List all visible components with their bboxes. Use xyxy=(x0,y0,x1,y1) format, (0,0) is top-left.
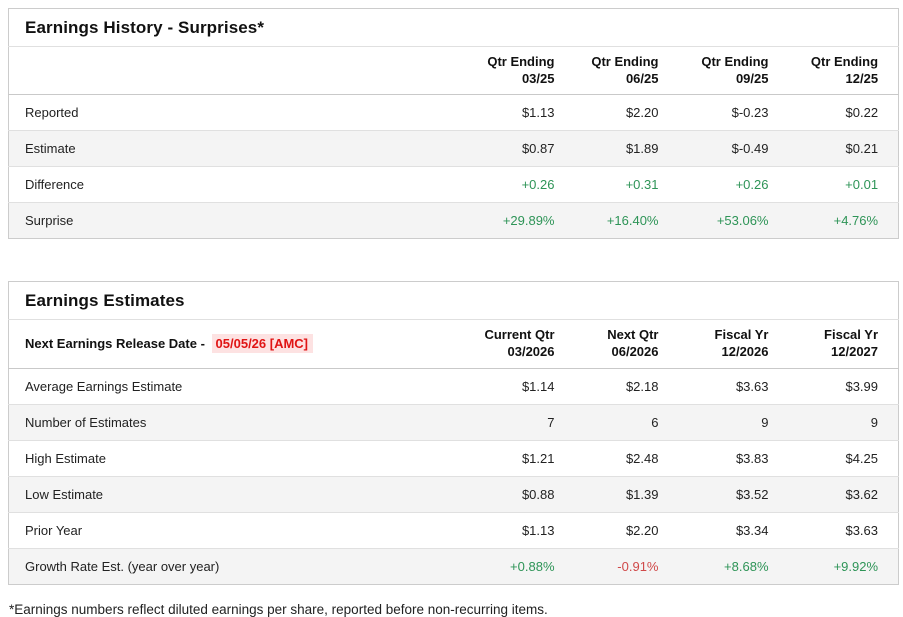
row-label: Surprise xyxy=(25,213,74,229)
cell-value: +16.40% xyxy=(606,213,659,229)
table-row-estimate: Estimate $0.87 $1.89 $-0.49 $0.21 xyxy=(8,130,899,168)
cell-value: -0.91% xyxy=(617,558,659,574)
cell-value: $3.99 xyxy=(768,368,899,405)
row-label: Average Earnings Estimate xyxy=(8,368,445,405)
cell-value: $1.13 xyxy=(444,94,555,132)
next-earnings-release-cell: Next Earnings Release Date - 05/05/26 [A… xyxy=(8,319,445,369)
column-header-line1: Qtr Ending xyxy=(701,54,769,69)
column-header-line2: 12/2026 xyxy=(721,344,769,360)
cell-value: +29.89% xyxy=(502,213,555,229)
cell-value: +4.76% xyxy=(833,213,879,229)
cell-value: $-0.23 xyxy=(658,94,769,132)
cell-value: +0.26 xyxy=(658,166,769,204)
footnote: *Earnings numbers reflect diluted earnin… xyxy=(9,601,548,617)
row-label: High Estimate xyxy=(8,440,445,477)
column-header-row: Qtr Ending 03/25 Qtr Ending 06/25 Qtr En… xyxy=(8,46,899,96)
cell-value: +0.31 xyxy=(554,166,659,204)
table-row-difference: Difference +0.26 +0.31 +0.26 +0.01 xyxy=(8,166,899,204)
column-header-line2: 09/25 xyxy=(735,71,769,87)
column-header-line1: Qtr Ending xyxy=(591,54,659,69)
cell-value: $2.20 xyxy=(554,512,659,549)
table-row-prior-year: Prior Year $1.13 $2.20 $3.34 $3.63 xyxy=(8,512,899,549)
column-header-line2: 12/25 xyxy=(845,71,879,87)
table-title-row: Earnings Estimates xyxy=(8,281,899,321)
cell-value: $-0.49 xyxy=(658,130,769,168)
cell-value: $4.25 xyxy=(768,440,899,477)
column-header-row: Next Earnings Release Date - 05/05/26 [A… xyxy=(8,319,899,369)
column-header-qtr3: Qtr Ending 09/25 xyxy=(658,46,769,96)
cell-value: 9 xyxy=(768,404,899,441)
column-header-line1: Qtr Ending xyxy=(487,54,555,69)
table-row-reported: Reported $1.13 $2.20 $-0.23 $0.22 xyxy=(8,94,899,132)
cell-value: $3.62 xyxy=(768,476,899,513)
table-row-growth-rate-est: Growth Rate Est. (year over year) +0.88%… xyxy=(8,548,899,585)
cell-value: $2.20 xyxy=(554,94,659,132)
cell-value: +53.06% xyxy=(716,213,769,229)
cell-value: $1.89 xyxy=(554,130,659,168)
column-header-fiscal-yr-2: Fiscal Yr 12/2027 xyxy=(768,319,899,369)
row-label: Low Estimate xyxy=(8,476,445,513)
cell-value: $0.21 xyxy=(768,130,899,168)
column-header-line1: Fiscal Yr xyxy=(824,327,879,343)
row-label: Prior Year xyxy=(8,512,445,549)
cell-value: $0.87 xyxy=(444,130,555,168)
row-label: Difference xyxy=(8,166,445,204)
column-header-line1: Fiscal Yr xyxy=(714,327,769,343)
table-row-number-of-estimates: Number of Estimates 7 6 9 9 xyxy=(8,404,899,441)
cell-value: $1.39 xyxy=(554,476,659,513)
column-header-line2: 03/2026 xyxy=(507,344,555,360)
table-title-row: Earnings History - Surprises* xyxy=(8,8,899,47)
column-header-qtr2: Qtr Ending 06/25 xyxy=(554,46,659,96)
column-header-fiscal-yr-1: Fiscal Yr 12/2026 xyxy=(658,319,769,369)
cell-value: $0.22 xyxy=(768,94,899,132)
cell-value: $3.52 xyxy=(658,476,769,513)
column-header-current-qtr: Current Qtr 03/2026 xyxy=(444,319,555,369)
table-row-surprise: Surprise +29.89% +16.40% +53.06% +4.76% xyxy=(8,202,899,239)
cell-value: +0.26 xyxy=(444,166,555,204)
row-label: Reported xyxy=(8,94,445,132)
release-date-badge: 05/05/26 [AMC] xyxy=(211,333,314,353)
table-row-average-earnings-estimate: Average Earnings Estimate $1.14 $2.18 $3… xyxy=(8,368,899,405)
column-header-next-qtr: Next Qtr 06/2026 xyxy=(554,319,659,369)
cell-value: $1.14 xyxy=(444,368,555,405)
cell-value: +0.01 xyxy=(768,166,899,204)
column-header-line1: Next Qtr xyxy=(607,327,659,343)
cell-value: $1.21 xyxy=(444,440,555,477)
cell-value: 9 xyxy=(658,404,769,441)
cell-value: 6 xyxy=(554,404,659,441)
earnings-estimates-title: Earnings Estimates xyxy=(8,281,899,321)
column-header-line2: 12/2027 xyxy=(831,344,879,360)
cell-value: $2.48 xyxy=(554,440,659,477)
column-header-line2: 03/25 xyxy=(521,71,555,87)
row-label: Number of Estimates xyxy=(8,404,445,441)
cell-value: 7 xyxy=(444,404,555,441)
column-header-qtr1: Qtr Ending 03/25 xyxy=(444,46,555,96)
cell-value: $0.88 xyxy=(444,476,555,513)
earnings-history-title: Earnings History - Surprises* xyxy=(8,8,899,47)
cell-value: +9.92% xyxy=(833,558,879,574)
cell-value: $2.18 xyxy=(554,368,659,405)
table-row-low-estimate: Low Estimate $0.88 $1.39 $3.52 $3.62 xyxy=(8,476,899,513)
column-header-line1: Qtr Ending xyxy=(810,54,879,69)
cell-value: +8.68% xyxy=(724,558,769,574)
cell-value: $1.13 xyxy=(444,512,555,549)
cell-value: $3.34 xyxy=(658,512,769,549)
cell-value: $3.83 xyxy=(658,440,769,477)
cell-value: $3.63 xyxy=(768,512,899,549)
earnings-history-table: Earnings History - Surprises* Qtr Ending… xyxy=(8,8,900,240)
column-header-line1: Current Qtr xyxy=(484,327,555,343)
column-header-line2: 06/2026 xyxy=(611,344,659,360)
empty-header-cell xyxy=(8,46,445,96)
column-header-line2: 06/25 xyxy=(625,71,659,87)
cell-value: +0.88% xyxy=(510,558,555,574)
column-header-qtr4: Qtr Ending 12/25 xyxy=(768,46,899,96)
release-date-label: Next Earnings Release Date - xyxy=(25,335,209,351)
row-label: Estimate xyxy=(8,130,445,168)
table-row-high-estimate: High Estimate $1.21 $2.48 $3.83 $4.25 xyxy=(8,440,899,477)
earnings-estimates-table: Earnings Estimates Next Earnings Release… xyxy=(8,281,900,585)
row-label: Growth Rate Est. (year over year) xyxy=(25,558,220,574)
cell-value: $3.63 xyxy=(658,368,769,405)
